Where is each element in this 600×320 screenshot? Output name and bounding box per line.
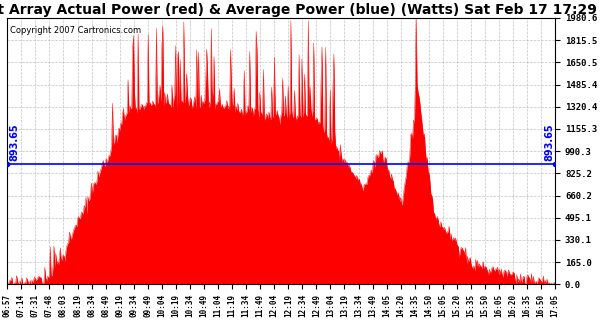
Text: 893.65: 893.65 (9, 124, 19, 162)
Text: Copyright 2007 Cartronics.com: Copyright 2007 Cartronics.com (10, 26, 141, 35)
Text: 893.65: 893.65 (544, 124, 554, 162)
Title: West Array Actual Power (red) & Average Power (blue) (Watts) Sat Feb 17 17:29: West Array Actual Power (red) & Average … (0, 3, 597, 17)
